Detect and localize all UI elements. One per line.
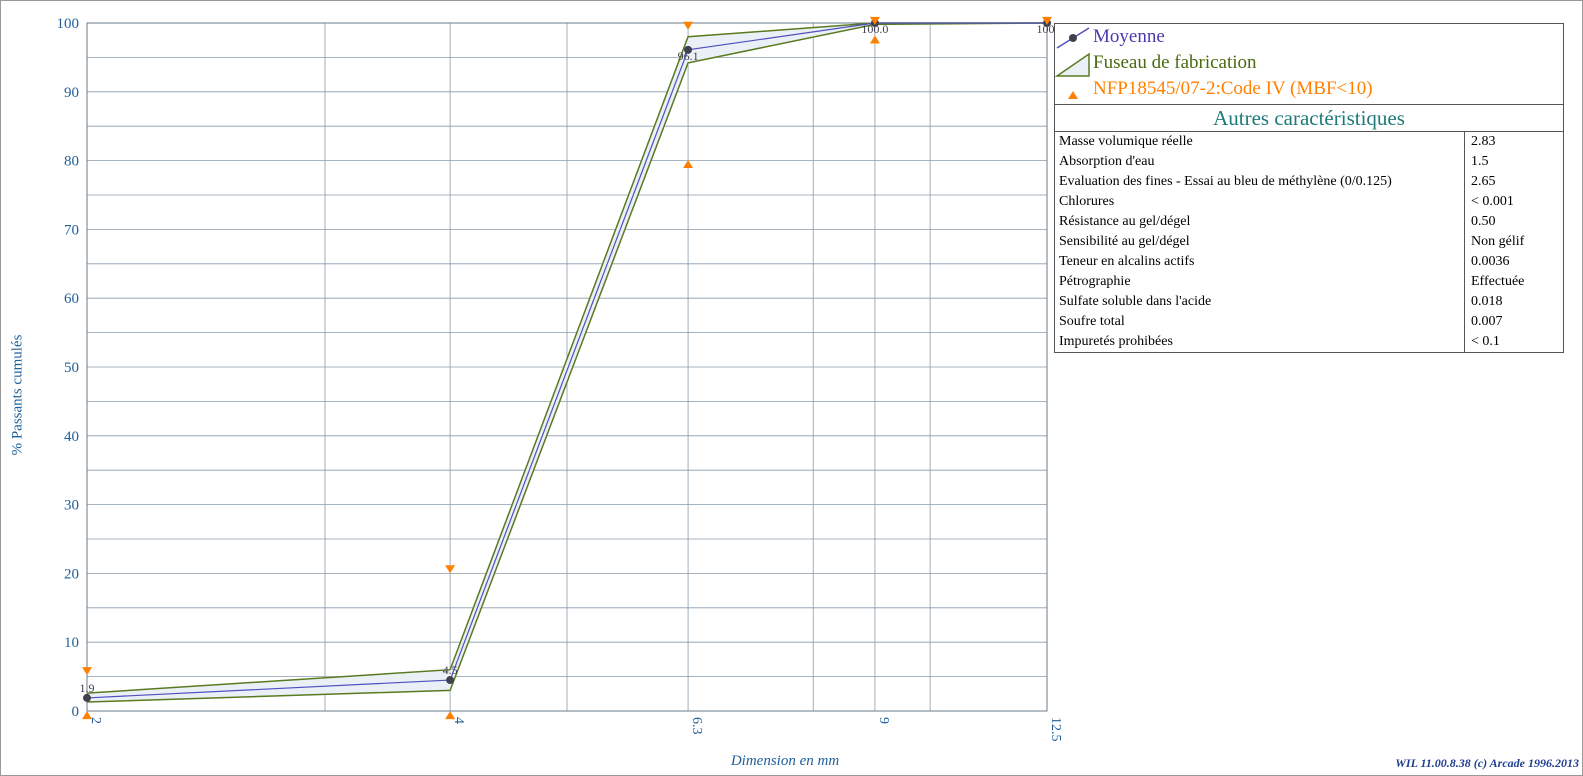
spec-min-marker	[869, 35, 880, 44]
triangle-marker-icon	[1068, 91, 1078, 99]
legend-item-spec: NFP18545/07-2:Code IV (MBF<10)	[1055, 78, 1563, 104]
legend-item-envelope: Fuseau de fabrication	[1055, 52, 1563, 78]
y-tick-label: 40	[64, 429, 79, 445]
property-row: Teneur en alcalins actifs 0.0036	[1055, 252, 1563, 272]
spec-max-marker	[869, 16, 880, 25]
spec-max-marker	[445, 565, 456, 574]
properties-title: Autres caractéristiques	[1055, 105, 1563, 132]
spec-max-marker	[683, 21, 694, 30]
y-tick-label: 60	[64, 291, 79, 307]
properties-table: Masse volumique réelle 2.83 Absorption d'e…	[1055, 132, 1563, 352]
ticks: 0 10 20 30 40 50 60 70 80 90 100 2 4 6.3 9 12.5	[57, 16, 1064, 742]
y-tick-label: 50	[64, 360, 79, 376]
spec-min-marker	[445, 711, 456, 720]
property-row: Evaluation des fines - Essai au bleu de …	[1055, 172, 1563, 192]
mean-data-label: 100.	[1037, 22, 1058, 36]
property-value: 2.65	[1464, 172, 1563, 192]
y-tick-label: 90	[64, 85, 79, 101]
property-label: Sulfate soluble dans l'acide	[1059, 294, 1212, 309]
property-label: Sensibilité au gel/dégel	[1059, 234, 1190, 249]
legend-label-spec: NFP18545/07-2:Code IV (MBF<10)	[1093, 78, 1373, 99]
x-tick-label: 12.5	[1048, 717, 1063, 742]
mean-data-label: 1.9	[80, 681, 95, 695]
mean-data-label: 96.1	[678, 49, 699, 63]
property-value: < 0.1	[1464, 332, 1563, 352]
mean-data-label: 100.0	[861, 22, 888, 36]
property-value: 0.50	[1464, 212, 1563, 232]
property-label: Teneur en alcalins actifs	[1059, 254, 1195, 269]
spec-min-marker	[82, 711, 92, 720]
spec-min-marker	[683, 160, 694, 169]
property-row: Sensibilité au gel/dégel Non gélif	[1055, 232, 1563, 252]
property-value: Effectuée	[1464, 272, 1563, 292]
x-tick-label: 6.3	[689, 717, 704, 735]
property-label: Pétrographie	[1059, 274, 1131, 289]
mean-line-icon	[1056, 27, 1090, 49]
property-row: Chlorures < 0.001	[1055, 192, 1563, 212]
property-row: Soufre total 0.007	[1055, 312, 1563, 332]
x-tick-label: 4	[451, 717, 466, 724]
property-value: 0.0036	[1464, 252, 1563, 272]
y-tick-label: 30	[64, 498, 79, 514]
property-label: Résistance au gel/dégel	[1059, 214, 1191, 229]
spec-markers	[82, 16, 1052, 720]
y-tick-label: 0	[72, 704, 80, 720]
mean-point	[684, 45, 693, 54]
legend: Moyenne Fuseau de fabrication NFP18545/0…	[1054, 23, 1564, 105]
grid	[86, 22, 1048, 712]
property-value: < 0.001	[1464, 192, 1563, 212]
mean-point	[83, 693, 91, 702]
property-value: Non gélif	[1464, 232, 1563, 252]
property-row: Pétrographie Effectuée	[1055, 272, 1563, 292]
property-value: 1.5	[1464, 152, 1563, 172]
property-row: Masse volumique réelle 2.83	[1055, 132, 1563, 152]
property-label: Impuretés prohibées	[1059, 334, 1173, 349]
y-axis-title: % Passants cumulés	[9, 334, 26, 456]
property-label: Evaluation des fines - Essai au bleu de …	[1059, 174, 1392, 189]
property-value: 0.007	[1464, 312, 1563, 332]
legend-item-mean: Moyenne	[1055, 26, 1563, 52]
properties-panel: Autres caractéristiques Masse volumique …	[1054, 104, 1564, 353]
x-tick-label: 2	[88, 717, 103, 724]
envelope-area	[87, 23, 1047, 703]
envelope-lower-line	[86, 22, 1048, 703]
y-tick-label: 70	[64, 222, 79, 238]
y-axis-title-wrapper: % Passants cumulés	[8, 335, 28, 456]
spec-max-marker	[82, 667, 92, 676]
envelope-area-icon	[1055, 52, 1090, 77]
y-tick-label: 10	[64, 635, 79, 651]
property-label: Chlorures	[1059, 194, 1115, 209]
spec-max-marker	[1042, 16, 1052, 25]
y-tick-label: 20	[64, 566, 79, 582]
x-tick-label: 9	[876, 717, 891, 724]
property-row: Résistance au gel/dégel 0.50	[1055, 212, 1563, 232]
legend-label-mean: Moyenne	[1093, 26, 1165, 47]
property-value: 2.83	[1464, 132, 1563, 152]
legend-label-envelope: Fuseau de fabrication	[1093, 52, 1257, 73]
mean-data-label: 4.5	[443, 663, 458, 677]
property-label: Absorption d'eau	[1059, 154, 1155, 169]
x-axis-title: Dimension en mm	[730, 753, 840, 769]
mean-point	[446, 676, 455, 685]
property-label: Soufre total	[1059, 314, 1125, 329]
property-label: Masse volumique réelle	[1059, 134, 1193, 149]
plot-border	[86, 22, 1048, 712]
property-value: 0.018	[1464, 292, 1563, 312]
property-row: Absorption d'eau 1.5	[1055, 152, 1563, 172]
y-tick-label: 100	[57, 16, 80, 32]
property-row: Impuretés prohibées < 0.1	[1055, 332, 1563, 352]
property-row: Sulfate soluble dans l'acide 0.018	[1055, 292, 1563, 312]
copyright-text: WIL 11.00.8.38 (c) Arcade 1996.2013	[1395, 756, 1579, 770]
y-tick-label: 80	[64, 154, 79, 170]
